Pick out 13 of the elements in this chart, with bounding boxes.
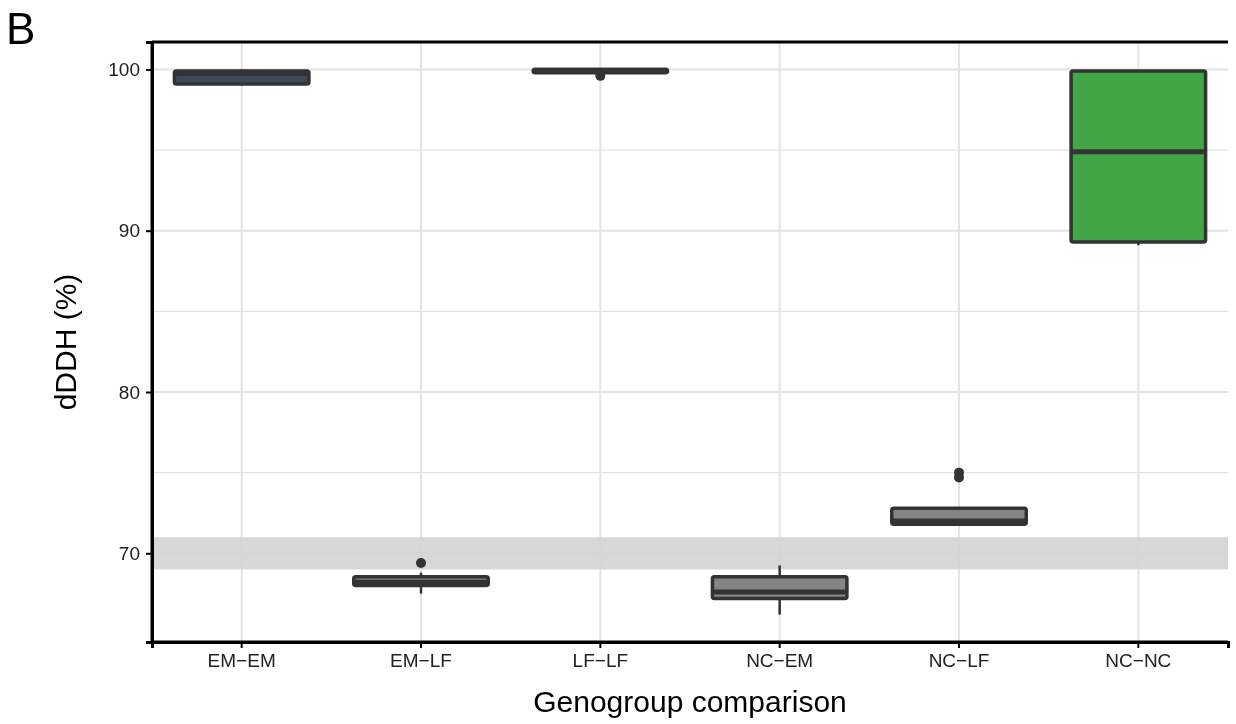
x-tick-label: NC−LF: [928, 650, 990, 672]
y-tick-label: 80: [118, 381, 140, 403]
x-tick-label: NC−NC: [1105, 650, 1172, 672]
x-tick-label: EM−LF: [390, 650, 452, 672]
x-tick-label: EM−EM: [207, 650, 276, 672]
x-tick-label: LF−LF: [572, 650, 629, 672]
x-tick-label: NC−EM: [746, 650, 814, 672]
y-tick-label: 100: [108, 59, 140, 80]
y-axis-title: dDDH (%): [49, 273, 82, 411]
x-axis-title: Genogroup comparison: [533, 685, 847, 718]
chart-title: B: [6, 4, 36, 53]
y-tick-label: 70: [118, 542, 140, 564]
y-tick-label: 90: [118, 220, 140, 242]
